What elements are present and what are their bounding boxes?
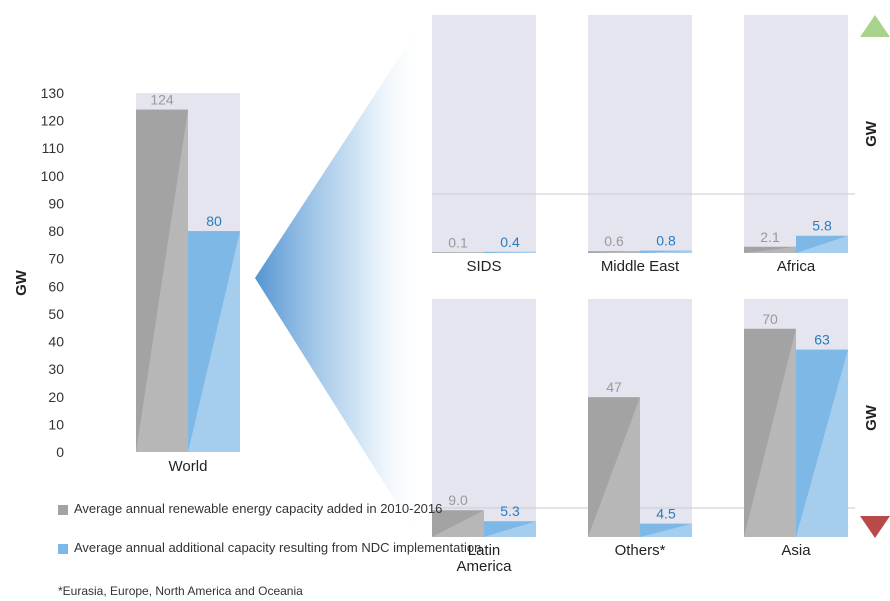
y-tick-label: 120 <box>41 113 65 129</box>
zoom-wedge <box>255 18 425 548</box>
panel-background-latin-america <box>432 299 536 537</box>
data-label-world-baseline: 124 <box>150 92 174 108</box>
up-arrow-icon <box>860 15 890 37</box>
data-label-sids-ndc: 0.4 <box>500 234 520 250</box>
data-label-latin-america-baseline: 9.0 <box>448 492 468 508</box>
panel-background-sids <box>432 15 536 253</box>
y-tick-label: 90 <box>48 195 64 211</box>
data-label-world-ndc: 80 <box>206 213 222 229</box>
x-category-label: World <box>169 458 208 475</box>
y-tick-label: 50 <box>48 306 64 322</box>
data-label-asia-ndc: 63 <box>814 332 830 348</box>
bar-africa-baseline <box>744 246 796 253</box>
bar-asia-baseline <box>744 328 796 537</box>
legend-swatch-baseline <box>58 505 68 515</box>
y-tick-label: 30 <box>48 361 64 377</box>
bar-others-baseline <box>588 397 640 537</box>
y-tick-label: 130 <box>41 85 65 101</box>
y-tick-label: 40 <box>48 334 64 350</box>
bar-asia-ndc <box>796 349 848 537</box>
data-label-others-baseline: 47 <box>606 379 622 395</box>
y-axis-title: GW <box>13 269 30 296</box>
x-category-label: Latin <box>468 542 501 559</box>
bar-latin-america-baseline <box>432 510 484 537</box>
bar-middle-east-ndc <box>640 250 692 253</box>
x-category-label: Asia <box>781 542 811 559</box>
data-label-others-ndc: 4.5 <box>656 506 676 522</box>
y-axis-title: GW <box>863 120 880 147</box>
legend-swatch-ndc <box>58 544 68 554</box>
x-category-label: Middle East <box>601 258 680 275</box>
regional-chart-top: 0.1 0.4 SIDS 0.6 0.8 Middle East 2.1 5.8 Africa G… <box>432 15 880 275</box>
world-chart: 0 10 20 30 40 50 60 70 80 90 100 110 120 130 GW 124 80 Wo… <box>13 85 240 475</box>
y-tick-label: 20 <box>48 389 64 405</box>
y-axis-title: GW <box>863 404 880 431</box>
data-label-asia-baseline: 70 <box>762 311 778 327</box>
bar-world-baseline <box>136 109 188 453</box>
legend-item-ndc: Average annual additional capacity resul… <box>58 540 481 556</box>
y-tick-label: 10 <box>48 416 64 432</box>
data-label-middle-east-baseline: 0.6 <box>604 233 624 249</box>
bar-latin-america-ndc <box>484 521 536 537</box>
legend-item-baseline: Average annual renewable energy capacity… <box>58 501 442 517</box>
bar-middle-east-baseline <box>588 251 640 253</box>
x-category-label: Africa <box>777 258 816 275</box>
y-tick-label: 100 <box>41 168 65 184</box>
y-tick-label: 0 <box>56 444 64 460</box>
data-label-middle-east-ndc: 0.8 <box>656 233 676 249</box>
down-arrow-icon <box>860 516 890 538</box>
data-label-africa-ndc: 5.8 <box>812 218 832 234</box>
x-category-label-line2: America <box>456 558 512 575</box>
legend-label-baseline: Average annual renewable energy capacity… <box>74 501 443 516</box>
x-category-label: Others* <box>615 542 666 559</box>
panel-background-africa <box>744 15 848 253</box>
bar-sids-baseline <box>432 252 484 253</box>
y-tick-label: 110 <box>42 140 65 156</box>
y-tick-label: 80 <box>48 223 64 239</box>
data-label-africa-baseline: 2.1 <box>760 229 780 245</box>
data-label-sids-baseline: 0.1 <box>448 235 468 251</box>
x-category-label: SIDS <box>466 258 501 275</box>
y-tick-label: 70 <box>48 251 64 267</box>
bar-africa-ndc <box>796 235 848 253</box>
bar-sids-ndc <box>484 251 536 253</box>
bar-others-ndc <box>640 523 692 537</box>
panel-background-middle-east <box>588 15 692 253</box>
footnote: *Eurasia, Europe, North America and Ocea… <box>58 584 303 598</box>
y-tick-label: 60 <box>48 278 64 294</box>
data-label-latin-america-ndc: 5.3 <box>500 503 520 519</box>
bar-world-ndc <box>188 231 240 452</box>
legend-label-ndc: Average annual additional capacity resul… <box>74 540 482 555</box>
